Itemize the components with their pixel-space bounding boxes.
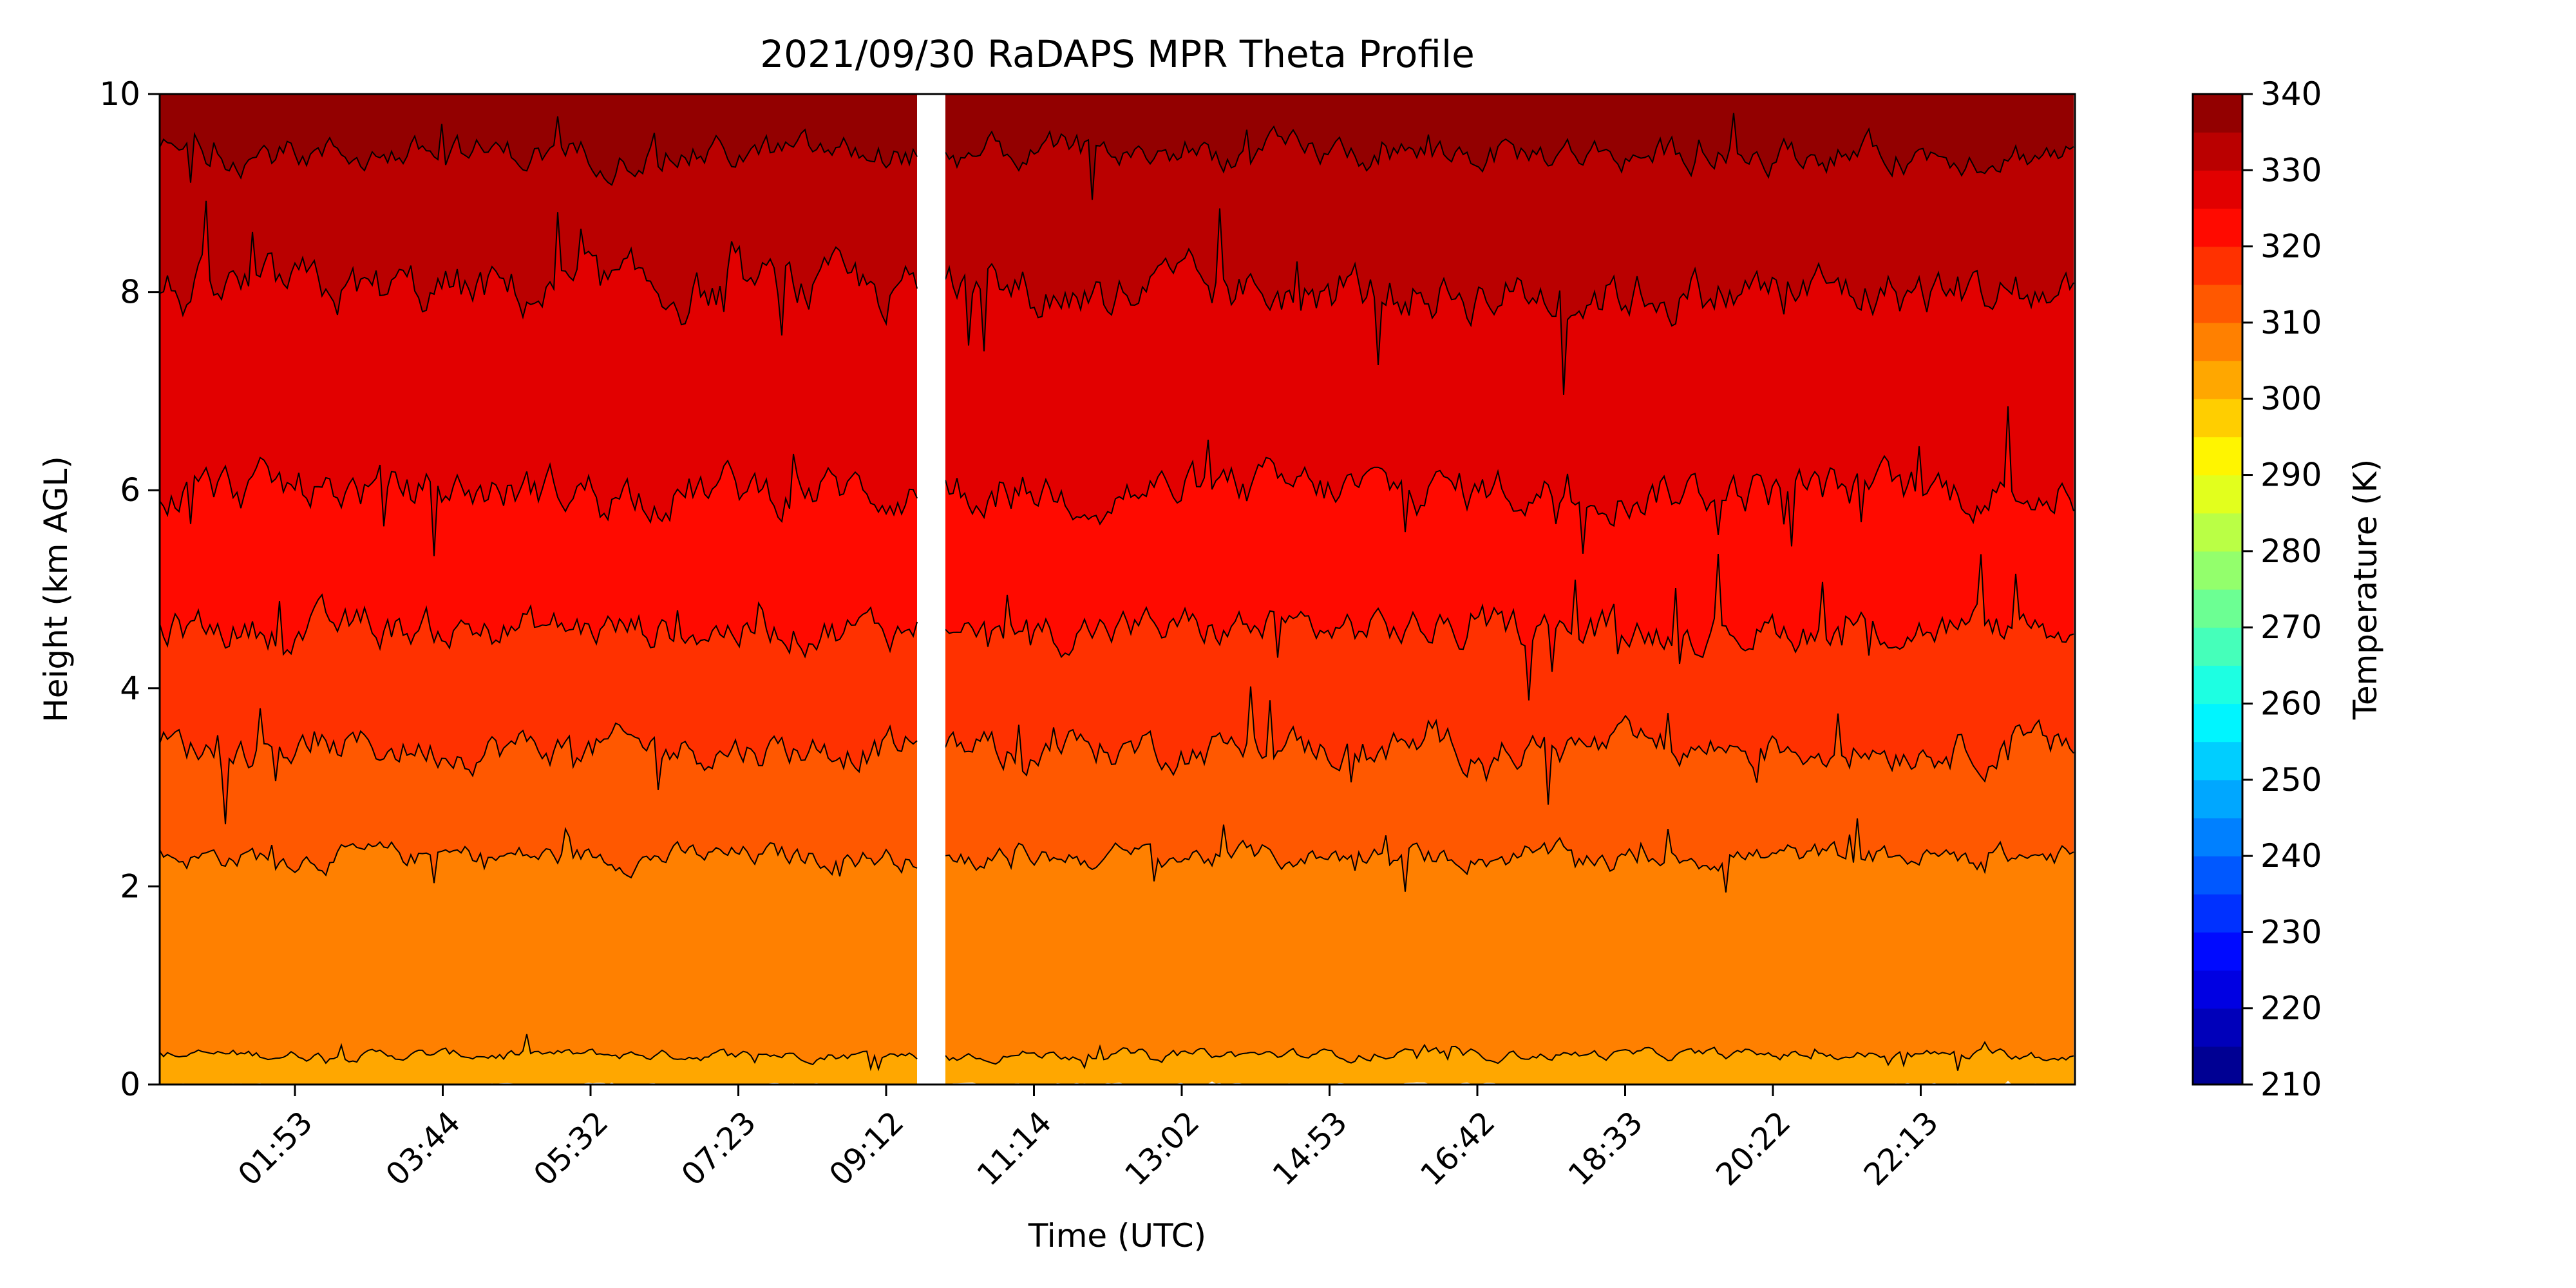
- x-tick-label: 11:14: [971, 1104, 1059, 1193]
- colorbar-swatch: [2193, 627, 2242, 666]
- colorbar-swatch: [2193, 589, 2242, 628]
- colorbar-tick-label: 240: [2260, 837, 2322, 875]
- colorbar-swatch: [2193, 551, 2242, 590]
- x-tick-label: 01:53: [231, 1104, 319, 1193]
- contour-line-330-early: [160, 200, 918, 336]
- colorbar-tick-label: 320: [2260, 228, 2322, 265]
- y-axis: 0 2 4 6 8 10: [99, 75, 160, 1103]
- colorbar-swatch: [2193, 475, 2242, 514]
- contour-line-315-early: [160, 708, 918, 824]
- colorbar-frame: [2192, 93, 2244, 1086]
- colorbar-tick-label: 260: [2260, 685, 2322, 722]
- contour-band-330-late: [945, 113, 2074, 395]
- contour-line-335-late: [945, 113, 2074, 200]
- colorbar-swatch: [2193, 932, 2242, 971]
- colorbar-swatch: [2193, 170, 2242, 209]
- contour-band-305-late: [945, 818, 2074, 1071]
- colorbar-tick-label: 310: [2260, 304, 2322, 341]
- y-axis-label: Height (km AGL): [37, 456, 75, 723]
- contour-band-320-early: [160, 454, 917, 657]
- colorbar-swatch: [2193, 437, 2242, 476]
- chart-title: 2021/09/30 RaDAPS MPR Theta Profile: [760, 32, 1475, 76]
- x-tick-label: 18:33: [1562, 1104, 1650, 1193]
- colorbar-tick-label: 270: [2260, 609, 2322, 646]
- x-tick-label: 07:23: [675, 1104, 763, 1193]
- x-axis-label: Time (UTC): [1028, 1217, 1206, 1255]
- contour-line-325-late: [945, 406, 2074, 554]
- colorbar-swatch: [2193, 1046, 2242, 1085]
- y-tick-label: 2: [120, 867, 140, 905]
- contour-band-315-late: [945, 554, 2074, 805]
- contour-band-320-late: [945, 406, 2074, 701]
- contour-line-315-late: [945, 686, 2074, 805]
- contour-line-310-late: [945, 818, 2074, 893]
- x-tick-label: 13:02: [1118, 1104, 1206, 1193]
- colorbar-tick-label: 210: [2260, 1066, 2322, 1103]
- colorbar-tick-label: 220: [2260, 990, 2322, 1027]
- contour-line-305-early: [160, 1034, 918, 1072]
- x-tick-label: 09:12: [822, 1104, 911, 1193]
- contour-band-310-early: [160, 708, 917, 884]
- colorbar-swatch: [2193, 361, 2242, 399]
- colorbar-swatch: [2193, 817, 2242, 857]
- colorbar-swatch: [2193, 208, 2242, 247]
- contour-band-335-late: [945, 94, 2074, 200]
- contour-line-320-early: [160, 593, 918, 659]
- colorbar-swatch: [2193, 665, 2242, 705]
- y-tick-label: 6: [120, 471, 140, 509]
- contour-band-310-late: [945, 686, 2074, 893]
- plot-area: [160, 94, 2074, 1084]
- y-tick-label: 0: [120, 1066, 140, 1103]
- colorbar-tick-label: 300: [2260, 380, 2322, 417]
- plot-frame: [158, 93, 2076, 1086]
- contour-band-325-late: [945, 208, 2074, 554]
- colorbar-tick-label: 340: [2260, 75, 2322, 113]
- contour-line-310-early: [160, 826, 918, 884]
- contour-band-315-early: [160, 594, 917, 824]
- colorbar-tick-label: 330: [2260, 151, 2322, 189]
- contour-line-305-late: [945, 1041, 2074, 1071]
- contour-line-330-late: [945, 208, 2074, 395]
- colorbar-tick-label: 230: [2260, 913, 2322, 951]
- colorbar-swatch: [2193, 132, 2242, 171]
- colorbar-swatch: [2193, 970, 2242, 1009]
- colorbar-swatch: [2193, 94, 2242, 133]
- colorbar-swatch: [2193, 856, 2242, 895]
- x-axis: 01:53 03:44 05:32 07:23 09:12 11:14 13:02 14:53…: [231, 1084, 1946, 1193]
- colorbar-swatch: [2193, 322, 2242, 361]
- colorbar-swatch: [2193, 894, 2242, 933]
- contour-band-325-early: [160, 200, 917, 556]
- contour-line-325-early: [160, 453, 918, 556]
- colorbar-tick-label: 290: [2260, 457, 2322, 494]
- x-tick-label: 03:44: [379, 1104, 468, 1193]
- x-tick-label: 20:22: [1709, 1104, 1797, 1193]
- x-tick-label: 14:53: [1266, 1104, 1354, 1193]
- contour-line-335-early: [160, 116, 918, 186]
- contour-band-305-early: [160, 829, 917, 1070]
- y-tick-label: 4: [120, 670, 140, 707]
- y-tick-label: 8: [120, 274, 140, 311]
- colorbar-swatch: [2193, 513, 2242, 552]
- colorbar-swatch: [2193, 779, 2242, 819]
- x-tick-label: 16:42: [1414, 1104, 1502, 1193]
- colorbar-tick-label: 250: [2260, 761, 2322, 799]
- contour-band-300-early: [160, 1034, 917, 1084]
- contour-line-320-late: [945, 554, 2074, 701]
- data-gap: [918, 94, 945, 1084]
- colorbar-swatch: [2193, 284, 2242, 323]
- colorbar-label: Temperature (K): [2347, 459, 2384, 720]
- colorbar-swatch: [2193, 703, 2242, 743]
- colorbar-swatch: [2193, 246, 2242, 285]
- x-tick-label: 22:13: [1857, 1104, 1946, 1193]
- colorbar-tick-label: 280: [2260, 533, 2322, 570]
- colorbar-swatch: [2193, 741, 2242, 781]
- contour-band-335-early: [160, 94, 917, 185]
- colorbar-swatch: [2193, 399, 2242, 437]
- y-tick-label: 10: [99, 75, 140, 113]
- contour-band-330-early: [160, 116, 917, 336]
- colorbar-swatch: [2193, 1008, 2242, 1047]
- colorbar: 210 220 230 240 250 260 270 280 290 300 310 320 330 3…: [2192, 75, 2322, 1103]
- x-tick-label: 05:32: [527, 1104, 615, 1193]
